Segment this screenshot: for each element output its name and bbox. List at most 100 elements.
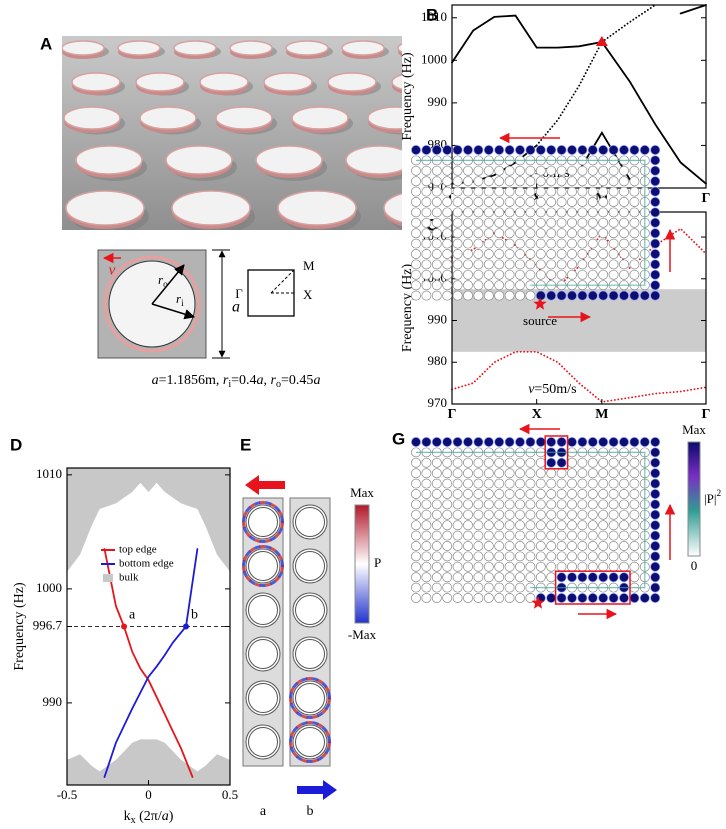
site bbox=[629, 217, 640, 228]
excited-site bbox=[535, 437, 546, 447]
scatterer bbox=[248, 507, 278, 537]
site bbox=[431, 457, 442, 468]
site bbox=[577, 186, 588, 197]
site bbox=[463, 561, 473, 572]
y-tick-label: 980 bbox=[428, 353, 448, 368]
site bbox=[504, 520, 515, 531]
colorbar-label: |P|2 bbox=[704, 489, 721, 506]
excited-site bbox=[587, 593, 598, 603]
site bbox=[567, 489, 577, 499]
site bbox=[452, 186, 463, 197]
site bbox=[515, 572, 525, 583]
caption-part: =0.45 bbox=[281, 373, 313, 388]
site bbox=[483, 478, 494, 489]
site bbox=[587, 468, 598, 479]
site bbox=[577, 228, 588, 239]
site bbox=[535, 541, 546, 551]
excited-site bbox=[650, 437, 661, 447]
x-axis-label-part: x bbox=[131, 815, 136, 826]
excited-site bbox=[598, 437, 609, 447]
site bbox=[619, 165, 629, 176]
site bbox=[421, 468, 432, 479]
site bbox=[598, 176, 609, 187]
site bbox=[452, 530, 463, 541]
site bbox=[473, 186, 484, 197]
edge-field bbox=[416, 159, 646, 286]
site bbox=[452, 280, 463, 291]
x-axis-label: kx (2π/a) bbox=[124, 809, 174, 826]
excited-site bbox=[650, 582, 661, 593]
site bbox=[431, 165, 442, 176]
site bbox=[546, 572, 557, 583]
site bbox=[577, 259, 588, 270]
site bbox=[556, 259, 567, 270]
site bbox=[442, 489, 453, 499]
site bbox=[515, 290, 525, 301]
site bbox=[608, 249, 619, 259]
site bbox=[608, 478, 619, 489]
site bbox=[598, 269, 609, 280]
bz-path bbox=[270, 269, 295, 294]
site bbox=[421, 269, 432, 280]
site bbox=[567, 541, 577, 551]
site bbox=[556, 249, 567, 259]
excited-site bbox=[546, 145, 557, 155]
site bbox=[504, 478, 515, 489]
site bbox=[452, 217, 463, 228]
site bbox=[515, 228, 525, 239]
site bbox=[577, 249, 588, 259]
site bbox=[494, 290, 505, 301]
excited-site bbox=[587, 145, 598, 155]
ri-label: ri bbox=[176, 291, 184, 309]
site bbox=[515, 176, 525, 187]
y-tick-label: 996.7 bbox=[33, 617, 63, 632]
site bbox=[546, 530, 557, 541]
site bbox=[515, 520, 525, 531]
site bbox=[421, 176, 432, 187]
site bbox=[525, 499, 536, 510]
x-axis-label-part: a bbox=[162, 809, 169, 824]
site bbox=[525, 217, 536, 228]
excited-site bbox=[650, 186, 661, 197]
site bbox=[608, 530, 619, 541]
site bbox=[483, 228, 494, 239]
site bbox=[442, 478, 453, 489]
site bbox=[587, 520, 598, 531]
site bbox=[463, 530, 473, 541]
site bbox=[567, 176, 577, 187]
annotation: v=50m/s bbox=[528, 382, 576, 397]
site bbox=[442, 228, 453, 239]
caption-part: r bbox=[271, 373, 277, 388]
field-cold bbox=[242, 501, 284, 543]
site bbox=[567, 228, 577, 239]
excited-site bbox=[598, 290, 609, 301]
excited-site bbox=[421, 145, 432, 155]
site bbox=[421, 509, 432, 520]
site bbox=[587, 197, 598, 207]
site bbox=[431, 280, 442, 291]
site bbox=[452, 269, 463, 280]
excited-site bbox=[650, 249, 661, 259]
site bbox=[598, 468, 609, 479]
site bbox=[494, 259, 505, 270]
site bbox=[567, 217, 577, 228]
site bbox=[598, 551, 609, 562]
site bbox=[598, 259, 609, 270]
site bbox=[504, 489, 515, 499]
site bbox=[577, 457, 588, 468]
excited-site bbox=[650, 520, 661, 531]
site bbox=[619, 176, 629, 187]
disc-top bbox=[65, 190, 145, 226]
site bbox=[525, 238, 536, 249]
excited-site bbox=[504, 145, 515, 155]
site bbox=[546, 478, 557, 489]
excited-site bbox=[567, 145, 577, 155]
panel-label: E bbox=[240, 435, 251, 454]
site bbox=[587, 207, 598, 218]
site bbox=[556, 478, 567, 489]
site bbox=[525, 489, 536, 499]
site bbox=[619, 238, 629, 249]
excited-site bbox=[650, 468, 661, 479]
site bbox=[504, 259, 515, 270]
site bbox=[452, 582, 463, 593]
